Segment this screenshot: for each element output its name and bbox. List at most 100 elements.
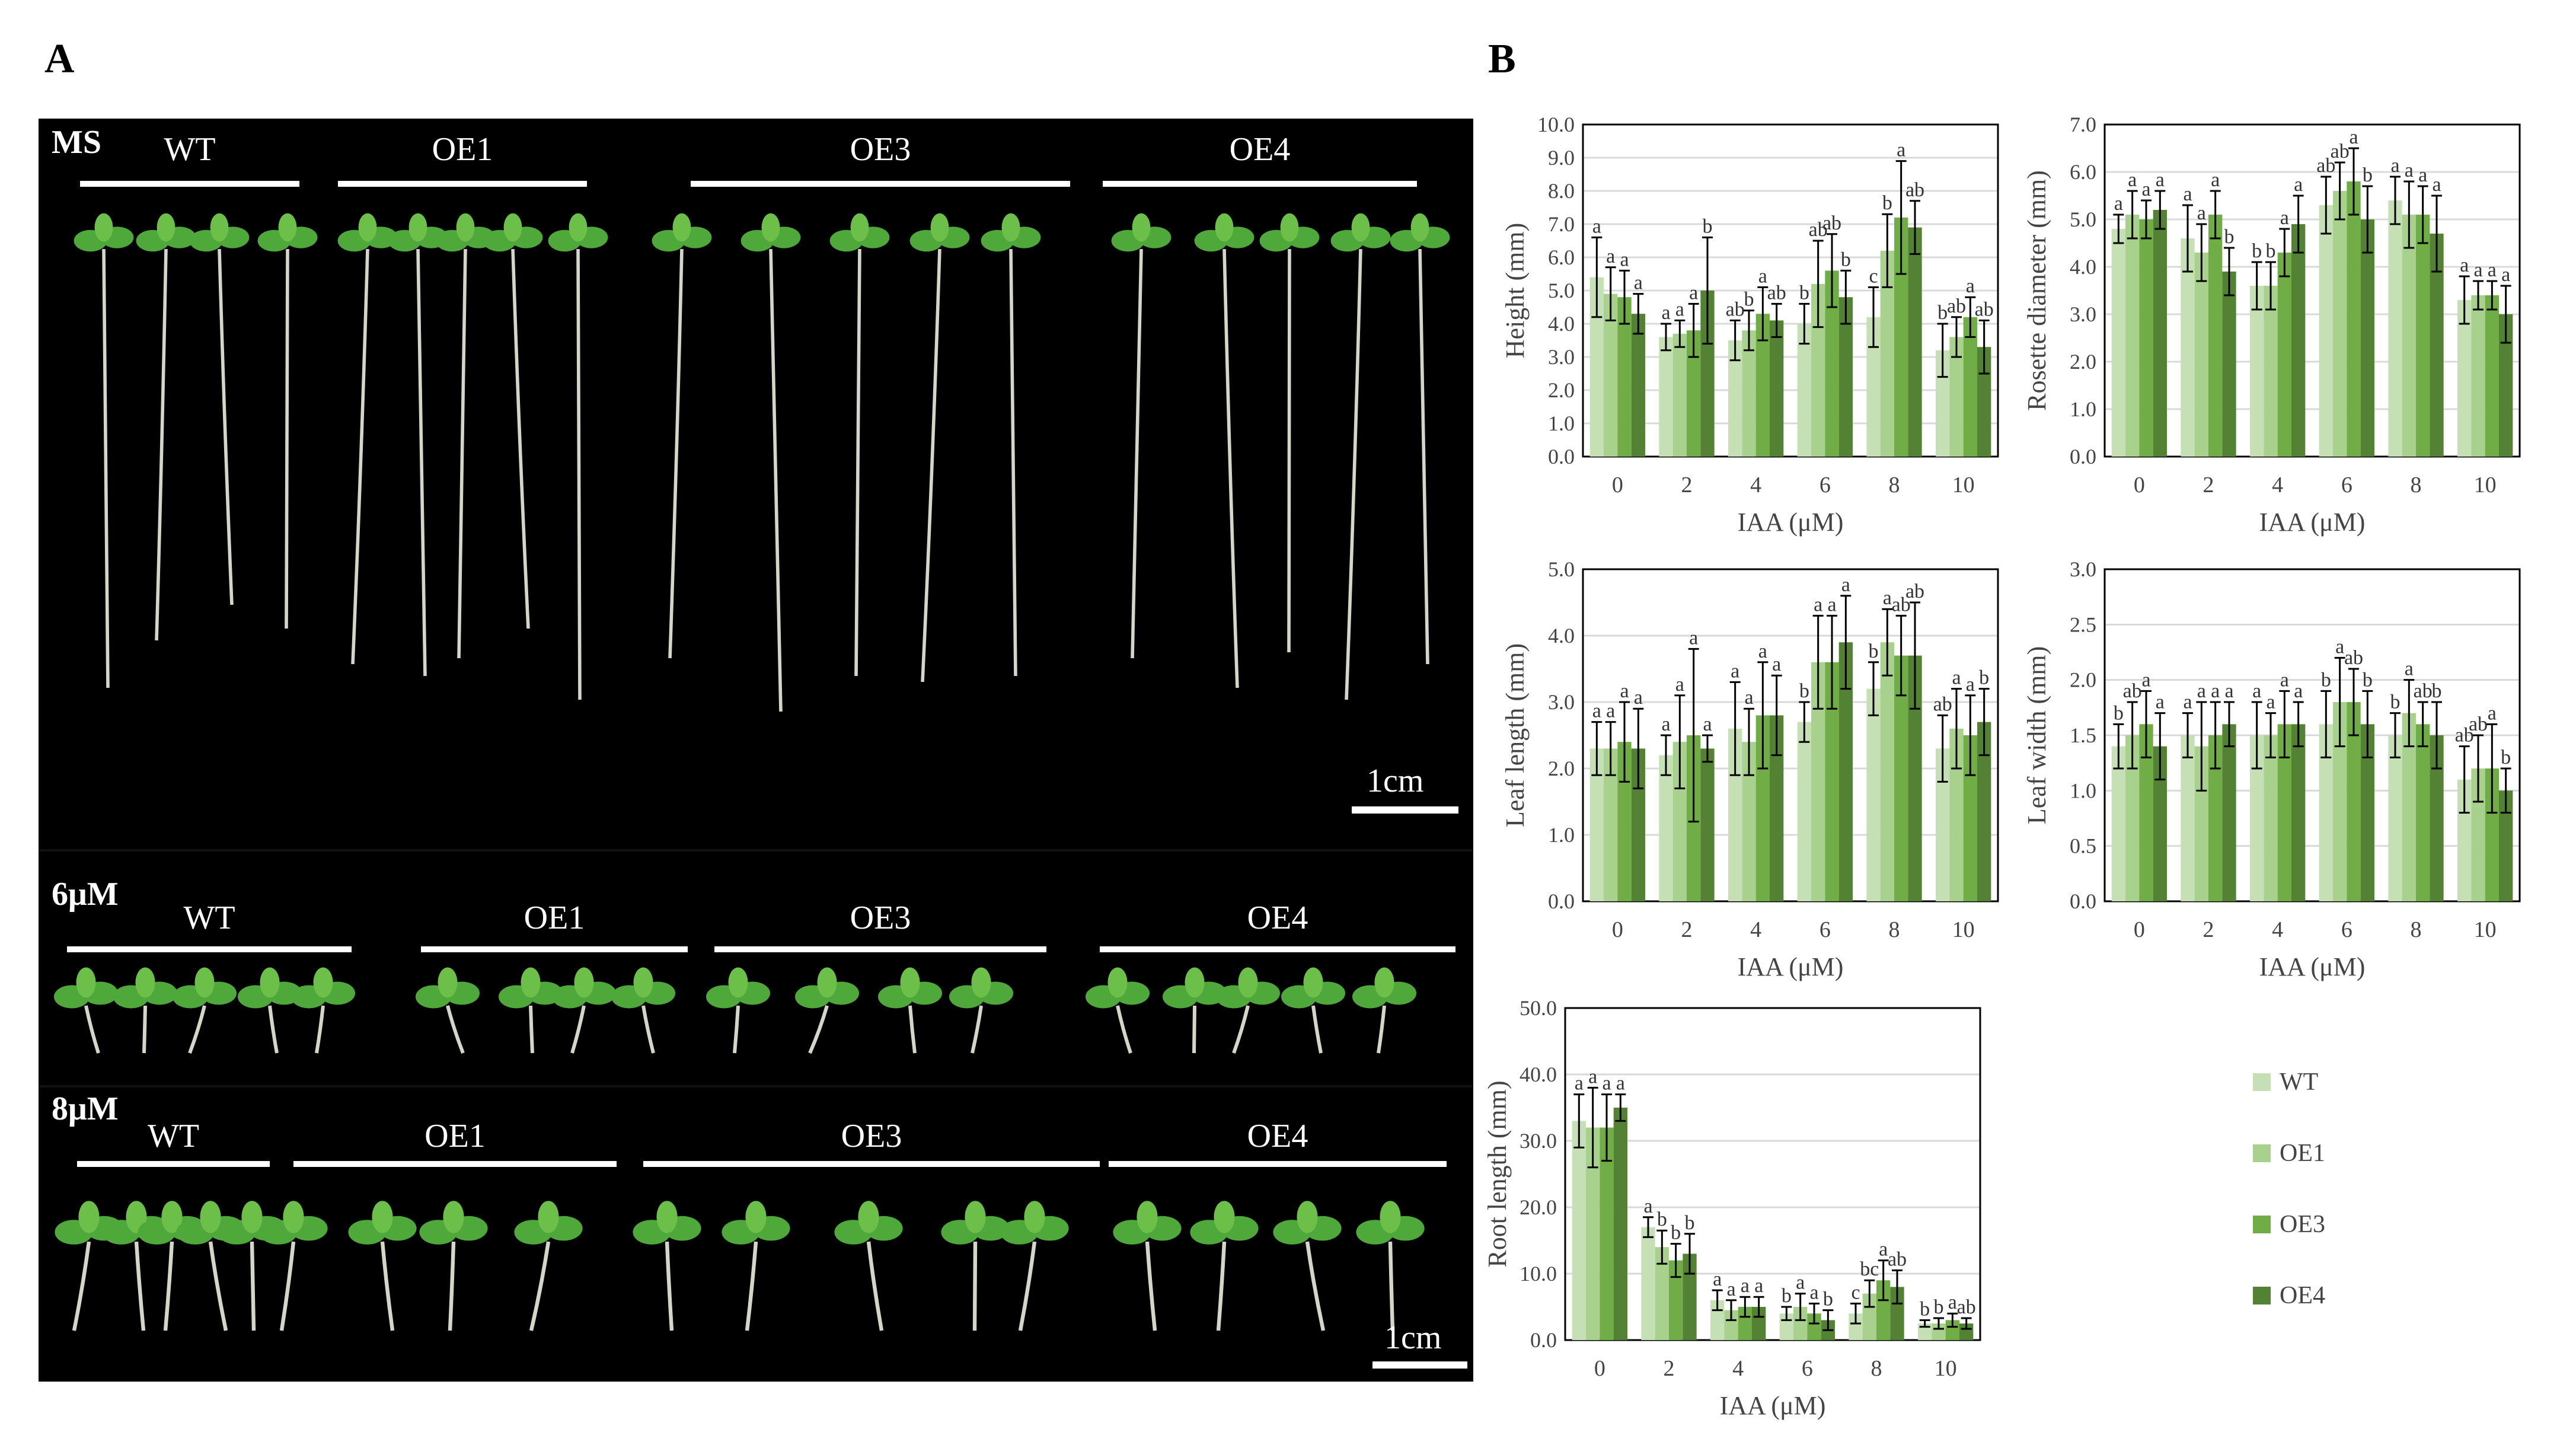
significance-letter: a	[2183, 691, 2192, 713]
significance-letter: a	[1703, 713, 1712, 735]
condition-label-6um: 6μM	[52, 876, 119, 913]
significance-letter: a	[1744, 687, 1753, 709]
genotype-label: OE4	[1247, 1118, 1308, 1154]
x-tick-label: 10	[2474, 473, 2497, 497]
leaf	[930, 213, 949, 242]
bar	[2360, 724, 2374, 901]
root	[665, 1241, 674, 1331]
bar	[2499, 314, 2513, 457]
x-tick-label: 6	[1820, 917, 1831, 942]
genotype-label: OE3	[850, 131, 911, 168]
root	[457, 248, 467, 659]
bar	[2250, 735, 2264, 901]
bar	[2457, 300, 2472, 457]
genotype-label: OE4	[1229, 131, 1291, 168]
x-tick-label: 2	[1664, 1356, 1675, 1381]
scale-label: 1cm	[1384, 1319, 1442, 1356]
bar	[2250, 286, 2264, 457]
y-tick-label: 5.0	[1548, 557, 1575, 581]
bar	[1876, 1280, 1891, 1340]
significance-letter: a	[2197, 680, 2206, 702]
significance-letter: b	[1934, 1296, 1944, 1318]
bar	[2347, 181, 2361, 457]
bar	[2319, 205, 2333, 457]
bar	[1945, 1320, 1959, 1340]
root	[285, 248, 289, 629]
seedling	[548, 213, 608, 700]
y-tick-label: 30.0	[1520, 1129, 1557, 1153]
significance-letter: a	[1643, 1195, 1652, 1217]
significance-letter: a	[1661, 302, 1670, 324]
bar	[1838, 297, 1853, 457]
leaf	[672, 213, 691, 242]
y-axis-label: Leaf width (mm)	[2022, 646, 2051, 825]
significance-letter: a	[1675, 298, 1684, 320]
significance-letter: a	[2252, 680, 2261, 702]
bar	[2111, 229, 2125, 457]
seedling	[1190, 1201, 1259, 1331]
significance-letter: a	[1827, 594, 1836, 615]
root	[250, 1241, 256, 1331]
significance-letter: a	[1689, 282, 1698, 304]
significance-letter: a	[1689, 627, 1698, 649]
root	[208, 1241, 228, 1331]
genotype-bar	[691, 181, 1070, 187]
bar	[1724, 1310, 1738, 1340]
significance-letter: a	[2294, 174, 2303, 196]
bar	[1963, 735, 1977, 901]
significance-letter: b	[2114, 702, 2124, 724]
seedling	[1259, 213, 1320, 653]
y-tick-label: 4.0	[1548, 624, 1575, 648]
scale-label: 1cm	[1367, 763, 1424, 799]
root	[1216, 1241, 1227, 1331]
photo-section-ms: MS WT OE1 OE3 OE4 1cm	[39, 119, 1473, 848]
legend-label: OE4	[2280, 1282, 2325, 1309]
legend-item-wt: WT	[2253, 1067, 2490, 1103]
significance-letter: ab	[1905, 179, 1924, 201]
x-tick-label: 10	[1935, 1356, 1957, 1381]
y-tick-label: 7.0	[2070, 113, 2096, 136]
significance-letter: a	[2114, 193, 2123, 215]
seedling	[552, 967, 616, 1054]
leaf	[438, 967, 458, 998]
significance-letter: a	[1814, 594, 1822, 615]
bar	[1604, 294, 1618, 457]
bar	[2457, 779, 2472, 901]
significance-letter: a	[2418, 164, 2427, 186]
leaf	[656, 1201, 678, 1233]
photo-section-8um: 8μM WT OE1 OE3 OE4 1cm	[39, 1087, 1473, 1382]
genotype-label: OE3	[841, 1118, 902, 1154]
legend-swatch	[2253, 1287, 2271, 1305]
root	[1116, 1005, 1132, 1054]
root	[155, 248, 168, 641]
leaf	[278, 213, 297, 242]
bar	[2139, 724, 2153, 901]
bar	[1728, 340, 1742, 457]
genotype-bar	[80, 181, 299, 187]
seedling	[416, 967, 480, 1054]
bar	[2125, 735, 2140, 901]
seedling	[652, 213, 712, 659]
root	[908, 1005, 917, 1054]
leaf	[94, 213, 113, 242]
legend-label: WT	[2280, 1069, 2319, 1096]
root	[1131, 248, 1143, 659]
bar	[1866, 688, 1881, 901]
significance-letter: a	[1713, 1268, 1722, 1290]
bar	[1825, 270, 1839, 457]
significance-letter: a	[1754, 1275, 1763, 1297]
bar	[1631, 314, 1645, 457]
root	[808, 1005, 829, 1054]
leaf	[858, 1201, 879, 1233]
root	[446, 1005, 465, 1054]
root	[745, 1241, 758, 1331]
x-axis-label: IAA (μM)	[1738, 952, 1844, 981]
significance-letter: a	[2335, 636, 2344, 658]
bar	[1894, 655, 1908, 901]
significance-letter: b	[1685, 1212, 1695, 1234]
significance-letter: a	[2349, 126, 2358, 148]
bar	[2153, 210, 2167, 457]
bar	[2471, 295, 2485, 457]
significance-letter: a	[2501, 264, 2510, 286]
